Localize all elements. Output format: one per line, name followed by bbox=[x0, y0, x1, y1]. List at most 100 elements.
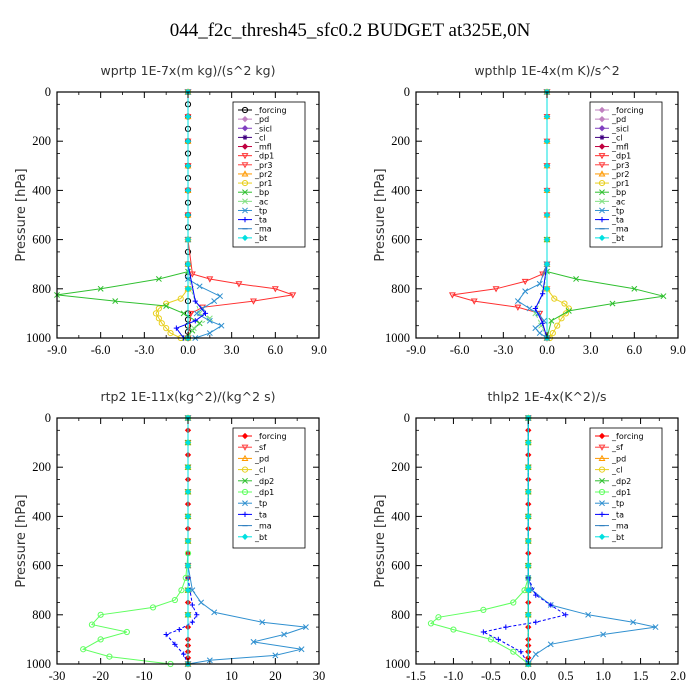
legend-marker bbox=[242, 198, 248, 205]
legend-item: _ta bbox=[238, 216, 267, 225]
legend-label: _pr1 bbox=[611, 179, 629, 188]
legend-marker bbox=[241, 115, 249, 123]
legend-marker bbox=[242, 511, 248, 517]
series-line bbox=[534, 92, 548, 339]
legend-item: _dp2 bbox=[595, 477, 631, 486]
legend-label: _ma bbox=[254, 522, 272, 531]
legend-item: _cl bbox=[238, 466, 266, 475]
series-line bbox=[155, 92, 189, 339]
x-tick-label: 0.0 bbox=[520, 669, 536, 683]
data-point bbox=[80, 646, 87, 653]
data-point bbox=[514, 298, 521, 305]
data-point bbox=[250, 298, 257, 305]
chart-title: thlp2 1E-4x(K^2)/s bbox=[488, 389, 607, 404]
legend-item: _bt bbox=[238, 234, 267, 243]
data-point bbox=[543, 138, 551, 145]
legend-label: _sf bbox=[254, 443, 266, 452]
legend-item: _sicl bbox=[238, 124, 272, 133]
legend-item: _dp1 bbox=[238, 152, 274, 161]
legend-marker bbox=[598, 153, 606, 160]
legend-item: _ac bbox=[238, 197, 268, 206]
legend-item: _pr1 bbox=[238, 179, 272, 188]
legend-label: _pr1 bbox=[254, 179, 272, 188]
legend-marker bbox=[241, 106, 249, 114]
data-point bbox=[88, 621, 96, 628]
legend-item: _bt bbox=[595, 234, 624, 243]
data-point bbox=[163, 325, 170, 332]
legend-marker bbox=[599, 207, 605, 214]
legend-label: _pr3 bbox=[254, 161, 272, 170]
y-tick-label: 0 bbox=[404, 411, 410, 425]
data-point bbox=[548, 602, 554, 608]
data-point bbox=[510, 648, 517, 655]
x-tick-label: -6.0 bbox=[450, 343, 470, 357]
legend-label: _sicl bbox=[611, 124, 629, 133]
data-point bbox=[206, 317, 213, 324]
legend-label: _forcing bbox=[254, 432, 287, 441]
data-point bbox=[543, 261, 551, 268]
y-tick-label: 400 bbox=[32, 183, 51, 197]
legend-item: _ma bbox=[238, 225, 272, 234]
legend-item: _dp1 bbox=[595, 152, 631, 161]
data-point bbox=[198, 599, 205, 606]
legend-label: _bt bbox=[254, 234, 267, 243]
legend-marker bbox=[598, 432, 606, 440]
data-point bbox=[609, 300, 616, 307]
data-point bbox=[548, 317, 555, 324]
legend-marker bbox=[598, 125, 606, 132]
data-point bbox=[533, 592, 539, 598]
legend-item: _ta bbox=[595, 510, 624, 519]
x-tick-label: 20 bbox=[269, 669, 282, 683]
series-ta bbox=[480, 415, 569, 667]
data-point bbox=[289, 292, 297, 299]
y-tick-label: 400 bbox=[391, 183, 410, 197]
y-tick-label: 0 bbox=[404, 85, 410, 99]
data-point bbox=[184, 611, 192, 618]
series-bt bbox=[184, 414, 192, 668]
y-tick-label: 1000 bbox=[26, 657, 51, 671]
data-point bbox=[155, 276, 162, 282]
y-tick-label: 200 bbox=[391, 460, 410, 474]
legend-marker bbox=[241, 234, 249, 242]
legend-item: _forcing bbox=[595, 432, 644, 441]
legend-marker bbox=[242, 189, 248, 196]
data-point bbox=[540, 291, 546, 297]
legend-item: _pr3 bbox=[595, 161, 629, 170]
data-point bbox=[177, 295, 184, 302]
data-point bbox=[536, 280, 543, 287]
data-point bbox=[190, 325, 197, 332]
legend-label: _dp2 bbox=[611, 477, 631, 486]
x-tick-label: -30 bbox=[49, 669, 66, 683]
y-tick-label: 1000 bbox=[385, 657, 410, 671]
legend-marker bbox=[599, 477, 605, 484]
data-point bbox=[184, 261, 192, 268]
data-point bbox=[435, 614, 442, 621]
legend-box bbox=[589, 427, 663, 549]
legend-marker bbox=[598, 162, 606, 169]
legend-label: _tp bbox=[254, 499, 267, 508]
legend-marker bbox=[598, 533, 606, 540]
legend-label: _forcing bbox=[254, 106, 287, 115]
legend-item: _cl bbox=[595, 133, 623, 142]
data-point bbox=[184, 562, 192, 569]
data-point bbox=[525, 611, 532, 618]
legend-label: _pr3 bbox=[611, 161, 629, 170]
legend-marker bbox=[599, 511, 605, 517]
data-point bbox=[536, 330, 543, 337]
y-tick-label: 1000 bbox=[26, 331, 51, 345]
legend-item: _sf bbox=[238, 443, 266, 452]
legend-marker bbox=[598, 444, 606, 451]
series-line bbox=[165, 418, 198, 665]
data-point bbox=[547, 641, 554, 648]
data-point bbox=[172, 641, 178, 647]
data-point bbox=[184, 162, 192, 169]
legend-marker bbox=[599, 198, 605, 205]
legend-label: _sicl bbox=[254, 124, 272, 133]
legend-item: _pd bbox=[595, 454, 626, 463]
legend-item: _bp bbox=[238, 188, 269, 197]
chart-panel-2: wpthlp 1E-4x(m K)/s^2 Pressure [hPa] 0 200 4… bbox=[373, 63, 686, 357]
legend-marker bbox=[599, 217, 605, 223]
data-point bbox=[470, 298, 478, 305]
series-dp1 bbox=[448, 89, 551, 342]
data-point bbox=[539, 271, 547, 278]
